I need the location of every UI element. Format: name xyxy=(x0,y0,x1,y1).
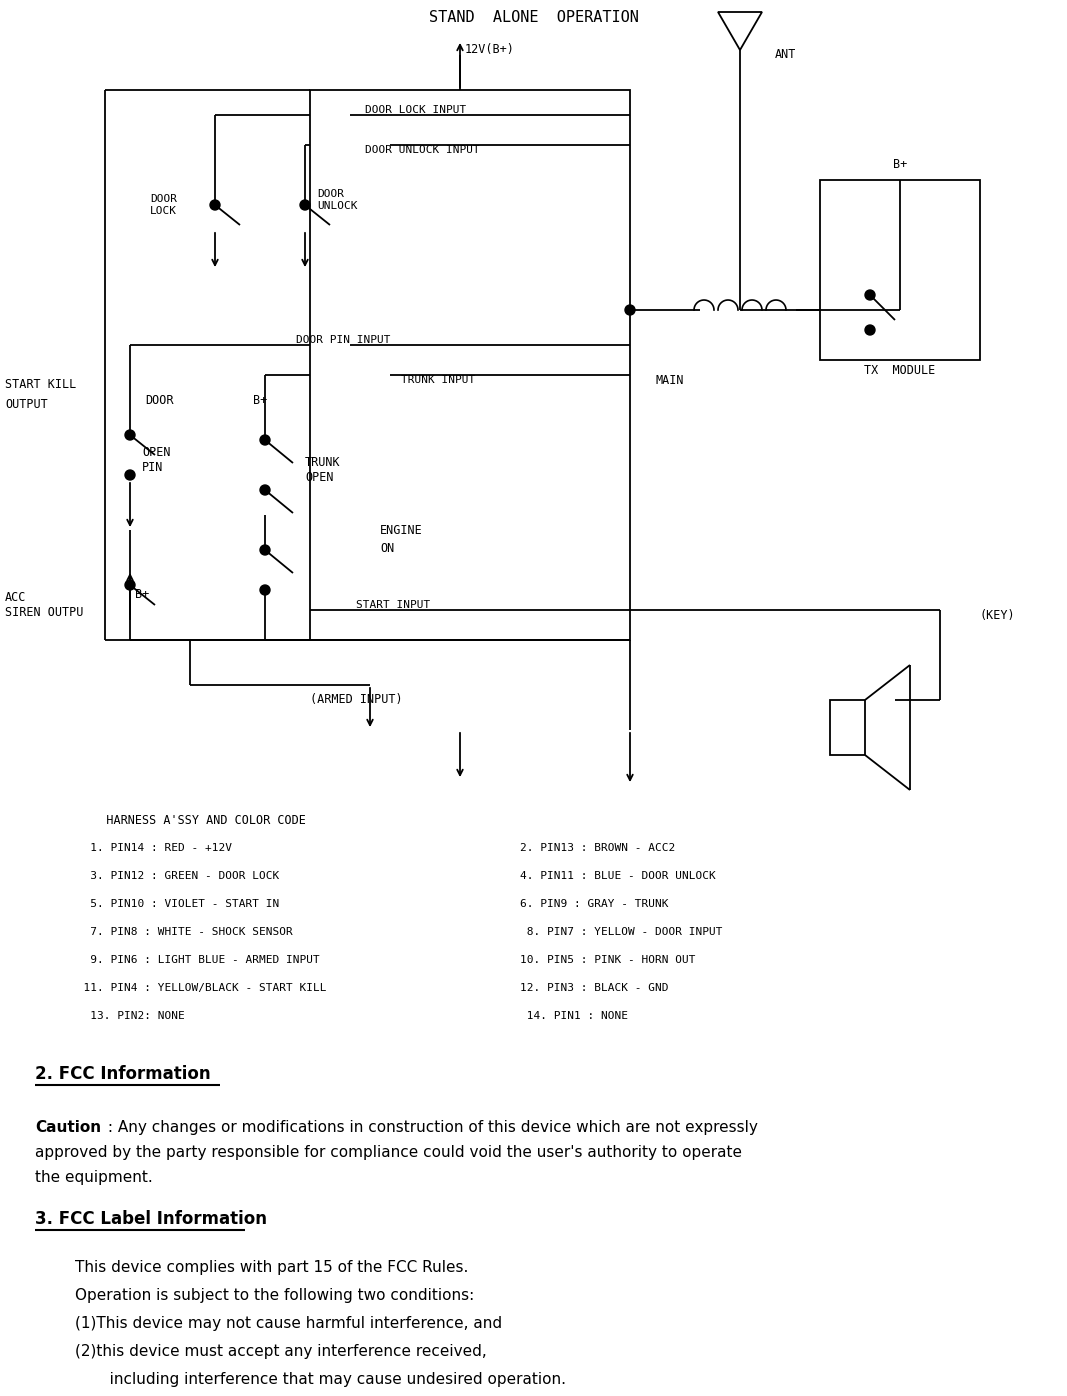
Text: 5. PIN10 : VIOLET - START IN: 5. PIN10 : VIOLET - START IN xyxy=(70,899,280,909)
Circle shape xyxy=(865,290,875,300)
Text: including interference that may cause undesired operation.: including interference that may cause un… xyxy=(95,1372,566,1388)
Circle shape xyxy=(865,325,875,335)
Text: DOOR
UNLOCK: DOOR UNLOCK xyxy=(317,190,357,211)
Circle shape xyxy=(125,470,136,480)
Text: 12. PIN3 : BLACK - GND: 12. PIN3 : BLACK - GND xyxy=(520,983,669,993)
Text: 8. PIN7 : YELLOW - DOOR INPUT: 8. PIN7 : YELLOW - DOOR INPUT xyxy=(520,927,722,937)
Text: : Any changes or modifications in construction of this device which are not expr: : Any changes or modifications in constr… xyxy=(103,1120,758,1135)
Circle shape xyxy=(625,304,635,315)
Circle shape xyxy=(260,484,270,496)
Text: TX  MODULE: TX MODULE xyxy=(864,363,936,377)
Text: STAND  ALONE  OPERATION: STAND ALONE OPERATION xyxy=(429,11,639,25)
Bar xyxy=(310,89,630,639)
Text: 2. PIN13 : BROWN - ACC2: 2. PIN13 : BROWN - ACC2 xyxy=(520,843,675,853)
Text: START INPUT: START INPUT xyxy=(355,600,430,610)
Text: 10. PIN5 : PINK - HORN OUT: 10. PIN5 : PINK - HORN OUT xyxy=(520,955,696,965)
Bar xyxy=(830,699,865,755)
Text: 11. PIN4 : YELLOW/BLACK - START KILL: 11. PIN4 : YELLOW/BLACK - START KILL xyxy=(70,983,327,993)
Text: DOOR: DOOR xyxy=(145,394,174,406)
Text: (2)this device must accept any interference received,: (2)this device must accept any interfere… xyxy=(75,1344,487,1358)
Text: DOOR LOCK INPUT: DOOR LOCK INPUT xyxy=(365,105,466,114)
Text: TRUNK
OPEN: TRUNK OPEN xyxy=(305,456,340,484)
Text: OUTPUT: OUTPUT xyxy=(5,398,48,412)
Text: This device complies with part 15 of the FCC Rules.: This device complies with part 15 of the… xyxy=(75,1261,468,1275)
Text: 9. PIN6 : LIGHT BLUE - ARMED INPUT: 9. PIN6 : LIGHT BLUE - ARMED INPUT xyxy=(70,955,320,965)
Text: TRUNK INPUT: TRUNK INPUT xyxy=(401,376,475,385)
Text: B+: B+ xyxy=(893,159,907,172)
Text: DOOR PIN INPUT: DOOR PIN INPUT xyxy=(296,335,391,345)
Text: 12V(B+): 12V(B+) xyxy=(465,43,515,56)
Text: approved by the party responsible for compliance could void the user's authority: approved by the party responsible for co… xyxy=(35,1145,742,1160)
Circle shape xyxy=(300,200,310,209)
Circle shape xyxy=(125,430,136,440)
Text: ANT: ANT xyxy=(775,49,796,61)
Bar xyxy=(821,180,980,360)
Text: ACC
SIREN OUTPU: ACC SIREN OUTPU xyxy=(5,591,83,618)
Circle shape xyxy=(260,544,270,556)
Text: MAIN: MAIN xyxy=(655,374,684,387)
Text: the equipment.: the equipment. xyxy=(35,1170,153,1185)
Text: (ARMED INPUT): (ARMED INPUT) xyxy=(310,694,402,706)
Text: 4. PIN11 : BLUE - DOOR UNLOCK: 4. PIN11 : BLUE - DOOR UNLOCK xyxy=(520,871,716,881)
Text: 14. PIN1 : NONE: 14. PIN1 : NONE xyxy=(520,1011,628,1020)
Circle shape xyxy=(210,200,220,209)
Text: 3. PIN12 : GREEN - DOOR LOCK: 3. PIN12 : GREEN - DOOR LOCK xyxy=(70,871,280,881)
Text: DOOR UNLOCK INPUT: DOOR UNLOCK INPUT xyxy=(365,145,480,155)
Circle shape xyxy=(260,585,270,595)
Text: B+: B+ xyxy=(253,394,267,406)
Text: B+: B+ xyxy=(136,589,149,602)
Polygon shape xyxy=(718,13,762,50)
Text: ENGINE: ENGINE xyxy=(380,524,423,536)
Circle shape xyxy=(125,579,136,591)
Text: 13. PIN2: NONE: 13. PIN2: NONE xyxy=(70,1011,185,1020)
Text: START KILL: START KILL xyxy=(5,378,76,391)
Text: ON: ON xyxy=(380,542,394,554)
Text: 6. PIN9 : GRAY - TRUNK: 6. PIN9 : GRAY - TRUNK xyxy=(520,899,669,909)
Text: Operation is subject to the following two conditions:: Operation is subject to the following tw… xyxy=(75,1289,474,1302)
Circle shape xyxy=(260,436,270,445)
Text: 1. PIN14 : RED - +12V: 1. PIN14 : RED - +12V xyxy=(70,843,232,853)
Text: OPEN
PIN: OPEN PIN xyxy=(142,445,171,475)
Text: 7. PIN8 : WHITE - SHOCK SENSOR: 7. PIN8 : WHITE - SHOCK SENSOR xyxy=(70,927,292,937)
Text: HARNESS A'SSY AND COLOR CODE: HARNESS A'SSY AND COLOR CODE xyxy=(85,814,306,826)
Text: 3. FCC Label Information: 3. FCC Label Information xyxy=(35,1210,267,1228)
Text: (KEY): (KEY) xyxy=(980,609,1016,621)
Text: 2. FCC Information: 2. FCC Information xyxy=(35,1065,210,1083)
Text: (1)This device may not cause harmful interference, and: (1)This device may not cause harmful int… xyxy=(75,1316,503,1330)
Text: Caution: Caution xyxy=(35,1120,101,1135)
Text: DOOR
LOCK: DOOR LOCK xyxy=(150,194,177,216)
